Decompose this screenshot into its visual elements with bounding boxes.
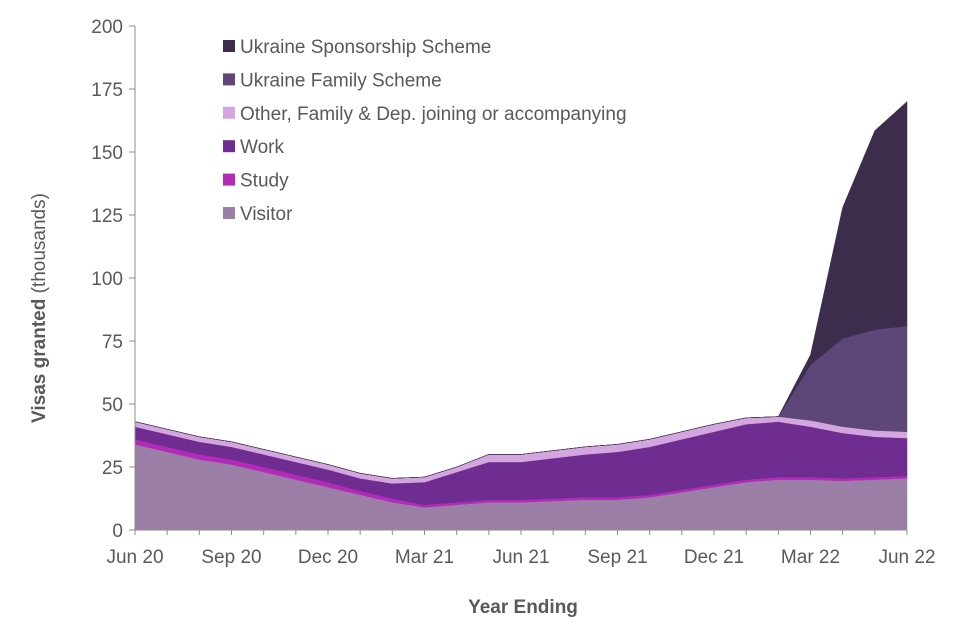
legend-label: Study	[240, 171, 289, 192]
y-axis-title-units: (thousands)	[29, 193, 50, 299]
y-tick-label: 100	[91, 269, 123, 290]
x-ticks-layer: Jun 20 Sep 20 Dec 20 Mar 21 Jun 21 Sep 21 Dec …	[106, 530, 936, 568]
y-tick-label: 25	[102, 458, 123, 479]
x-tick-label: Dec 21	[684, 547, 744, 568]
y-axis-title-bold: Visas granted	[29, 299, 50, 423]
legend-label: Visitor	[240, 204, 293, 225]
x-tick-label: Jun 21	[492, 547, 549, 568]
legend-label: Ukraine Family Scheme	[240, 70, 442, 91]
y-tick-label: 200	[91, 17, 123, 38]
x-axis-title: Year Ending	[468, 597, 578, 618]
x-tick-label: Dec 20	[298, 547, 358, 568]
y-tick-label: 75	[102, 332, 123, 353]
x-tick-label: Jun 22	[878, 547, 935, 568]
y-tick-label: 125	[91, 206, 123, 227]
legend-swatch	[223, 173, 235, 186]
legend-swatch	[223, 40, 235, 52]
x-tick-label: Jun 20	[106, 547, 163, 568]
y-ticks-layer: 0 25 50 75 100 125 150 175 200	[91, 17, 135, 542]
y-tick-label: 0	[112, 521, 123, 542]
area-series-ukraine-sponsorship-scheme	[134, 101, 908, 479]
legend-swatch	[223, 207, 235, 219]
x-tick-label: Sep 20	[201, 547, 261, 568]
legend-label: Other, Family & Dep. joining or accompan…	[240, 104, 627, 125]
y-tick-label: 50	[102, 395, 123, 416]
x-tick-label: Mar 22	[781, 547, 840, 568]
legend-swatch	[223, 140, 235, 153]
y-tick-label: 175	[91, 80, 123, 101]
legend-label: Work	[240, 137, 284, 158]
y-tick-label: 150	[91, 143, 123, 164]
legend-label: Ukraine Sponsorship Scheme	[240, 37, 491, 58]
legend: Ukraine Sponsorship Scheme Ukraine Family…	[223, 37, 627, 225]
x-tick-label: Sep 21	[587, 547, 647, 568]
x-tick-label: Mar 21	[395, 547, 454, 568]
y-axis-title: Visas granted (thousands)	[29, 193, 50, 423]
legend-swatch	[223, 73, 235, 86]
areas-layer	[134, 101, 908, 531]
legend-swatch	[223, 106, 235, 119]
